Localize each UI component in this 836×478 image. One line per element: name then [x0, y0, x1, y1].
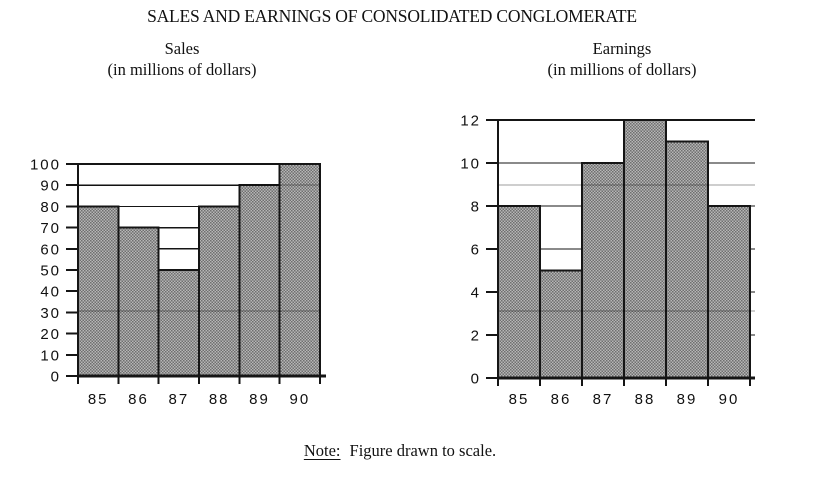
y-tick-label: 90 — [40, 178, 61, 195]
y-tick-label: 0 — [51, 369, 61, 386]
bar-88 — [198, 205, 241, 377]
y-tick-label: 30 — [40, 305, 61, 322]
x-tick-label: 87 — [593, 391, 614, 408]
y-tick-label: 40 — [40, 284, 61, 301]
y-tick-label: 0 — [471, 371, 481, 388]
y-tick-label: 4 — [471, 285, 481, 302]
bar-87 — [581, 162, 625, 379]
x-tick-label: 85 — [88, 391, 109, 408]
y-tick-label: 2 — [471, 328, 481, 345]
bar-87 — [157, 269, 201, 377]
bar-85 — [77, 205, 120, 377]
bar-90 — [278, 163, 321, 377]
earnings-chart-subtitle: Earnings (in millions of dollars) — [472, 38, 772, 80]
x-tick-label: 87 — [168, 391, 189, 408]
earnings-chart-units: (in millions of dollars) — [547, 60, 697, 79]
earnings-chart: 0 2 4 6 8 10 12 85 86 87 88 89 90 — [460, 113, 755, 408]
bar-90 — [707, 205, 751, 379]
x-tick-label: 90 — [719, 391, 740, 408]
bar-86 — [117, 226, 160, 377]
sales-chart: 0 10 20 30 40 50 60 70 80 90 100 85 86 87 88 89 90 — [30, 157, 326, 408]
x-tick-label: 90 — [289, 391, 310, 408]
y-tick-label: 8 — [471, 199, 481, 216]
note-label: Note: — [303, 441, 341, 460]
figure-note: Note: Figure drawn to scale. — [100, 441, 700, 461]
x-tick-label: 85 — [509, 391, 530, 408]
x-tick-label: 89 — [249, 391, 270, 408]
x-tick-label: 89 — [677, 391, 698, 408]
y-tick-label: 50 — [40, 263, 61, 280]
x-tick-label: 88 — [635, 391, 656, 408]
bar-89 — [665, 140, 709, 379]
bar-88 — [623, 119, 667, 379]
y-tick-label: 10 — [460, 156, 481, 173]
bar-85 — [497, 205, 541, 379]
x-tick-label: 86 — [551, 391, 572, 408]
sales-chart-subtitle: Sales (in millions of dollars) — [32, 38, 332, 80]
y-tick-label: 70 — [40, 220, 61, 237]
y-tick-label: 10 — [40, 347, 61, 364]
y-tick-label: 6 — [471, 242, 481, 259]
figure-title: SALES AND EARNINGS OF CONSOLIDATED CONGL… — [147, 6, 637, 26]
note-text: Figure drawn to scale. — [349, 441, 497, 460]
bar-86 — [539, 269, 583, 379]
y-tick-label: 100 — [30, 157, 61, 174]
y-tick-label: 20 — [40, 326, 61, 343]
sales-chart-name: Sales — [164, 39, 200, 58]
y-tick-label: 80 — [40, 199, 61, 216]
earnings-chart-name: Earnings — [592, 39, 652, 58]
bar-89 — [238, 184, 281, 377]
x-tick-label: 88 — [209, 391, 230, 408]
y-tick-label: 12 — [460, 113, 481, 130]
x-tick-label: 86 — [128, 391, 149, 408]
sales-chart-units: (in millions of dollars) — [107, 60, 257, 79]
y-tick-label: 60 — [40, 241, 61, 258]
